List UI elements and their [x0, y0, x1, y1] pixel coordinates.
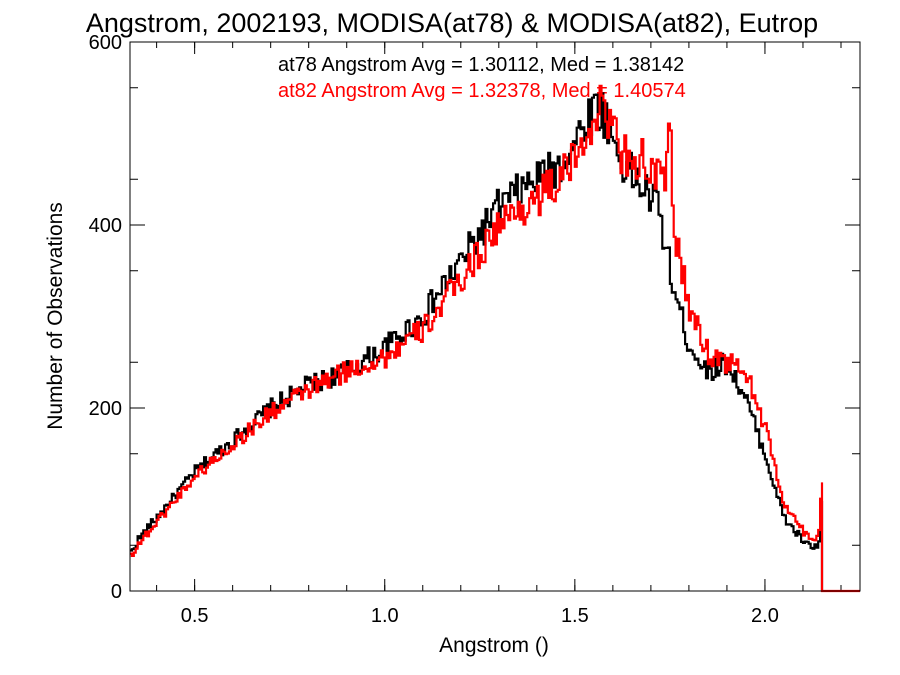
legend-at78-stats: at78 Angstrom Avg = 1.30112, Med = 1.381…: [278, 54, 684, 76]
x-tick-label: 2.0: [751, 605, 779, 627]
x-tick-label: 0.5: [181, 605, 209, 627]
plot-frame: [129, 41, 861, 592]
y-tick-label: 200: [89, 398, 122, 420]
y-tick-label: 0: [111, 581, 122, 603]
x-tick-label: 1.5: [561, 605, 589, 627]
legend-at82-stats: at82 Angstrom Avg = 1.32378, Med = 1.405…: [278, 80, 686, 102]
y-tick-label: 400: [89, 215, 122, 237]
histogram-series-0: [130, 92, 824, 591]
y-tick-labels: 0 200 400 600: [89, 32, 860, 603]
x-tick-labels: 0.5 1.0 1.5 2.0: [156, 42, 842, 627]
histogram-series-1: [130, 84, 860, 593]
y-tick-label: 600: [89, 32, 122, 54]
chart-title: Angstrom, 2002193, MODISA(at78) & MODISA…: [86, 8, 818, 38]
x-axis-label: Angstrom (): [439, 634, 549, 657]
x-tick-label: 1.0: [371, 605, 399, 627]
histogram-series: [130, 84, 860, 593]
y-axis-label: Number of Observations: [44, 202, 67, 430]
